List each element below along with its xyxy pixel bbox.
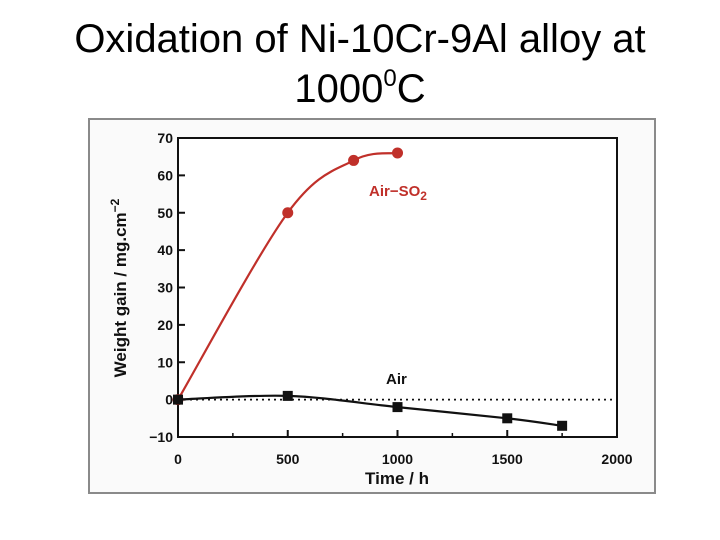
x-tick-label: 0	[174, 451, 182, 467]
y-axis-title-superscript: −2	[108, 198, 122, 212]
series-label-air-so2-main: Air−SO	[369, 183, 421, 200]
data-point-air	[502, 413, 513, 424]
data-point-air	[392, 402, 403, 413]
title-degree-superscript: 0	[383, 65, 397, 92]
title-line-1: Oxidation of Ni-10Cr-9Al alloy at	[74, 17, 646, 61]
data-point-air-so2	[392, 147, 403, 159]
x-tick-label: 500	[276, 451, 300, 467]
y-tick-label: 20	[157, 317, 173, 333]
slide-title: Oxidation of Ni-10Cr-9Al alloy at 10000C	[0, 14, 720, 114]
y-tick-label: −10	[149, 429, 173, 445]
y-tick-label: 0	[165, 392, 173, 408]
data-point-air-so2	[282, 207, 294, 219]
x-tick-label: 2000	[601, 451, 632, 467]
x-tick-label: 1000	[382, 451, 413, 467]
series-label-air-so2-subscript: 2	[420, 189, 427, 203]
y-tick-label: 10	[157, 354, 173, 370]
series-line-air	[177, 394, 563, 427]
y-tick-label: 30	[157, 280, 173, 296]
title-line-2: 10000C	[0, 64, 720, 114]
title-temp-value: 1000	[294, 67, 384, 111]
x-axis-title: Time / h	[365, 469, 429, 488]
series-label-air: Air	[386, 371, 407, 388]
y-axis-title: Weight gain / mg.cm−2	[108, 198, 130, 377]
x-tick-label: 1500	[492, 451, 523, 467]
title-temp-unit: C	[396, 67, 426, 111]
plot-area	[177, 137, 618, 438]
series-label-air-so2: Air−SO2	[369, 183, 427, 203]
series-line-air-so2	[177, 151, 398, 401]
y-tick-label: 60	[157, 167, 173, 183]
y-axis-title-main: Weight gain / mg.cm	[111, 212, 130, 377]
data-point-air-so2	[348, 154, 360, 166]
data-point-air	[173, 394, 183, 405]
y-tick-label: 70	[157, 130, 173, 146]
data-point-air	[557, 420, 568, 431]
y-tick-label: 50	[157, 205, 173, 221]
y-tick-label: 40	[157, 242, 173, 258]
data-point-air	[282, 390, 293, 401]
